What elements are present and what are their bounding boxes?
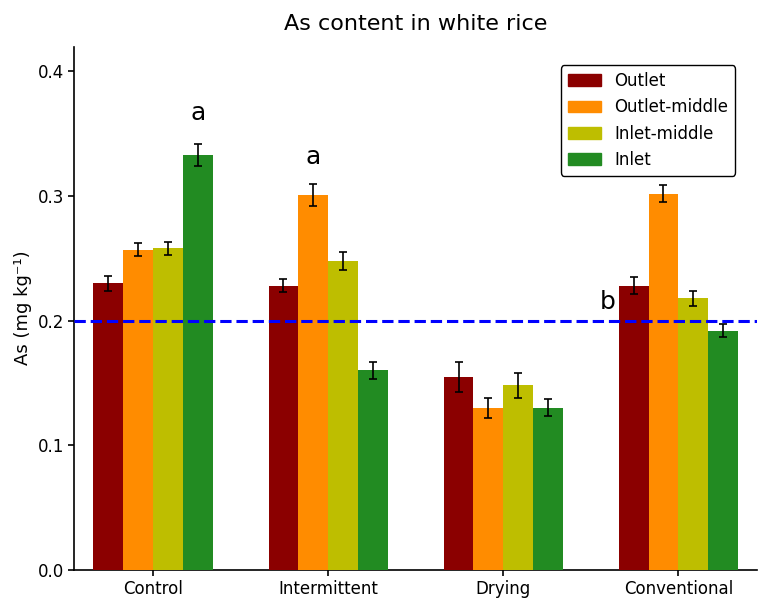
Text: a: a bbox=[305, 144, 321, 169]
Bar bbox=[93, 283, 123, 570]
Bar bbox=[503, 386, 533, 570]
Bar bbox=[648, 193, 678, 570]
Bar bbox=[678, 298, 708, 570]
Bar bbox=[358, 370, 388, 570]
Text: b: b bbox=[600, 290, 615, 315]
Bar bbox=[153, 248, 183, 570]
Title: As content in white rice: As content in white rice bbox=[284, 14, 547, 34]
Text: a: a bbox=[656, 146, 671, 170]
Bar bbox=[533, 408, 563, 570]
Bar bbox=[443, 376, 473, 570]
Bar bbox=[708, 330, 738, 570]
Bar bbox=[268, 286, 298, 570]
Bar bbox=[123, 250, 153, 570]
Bar bbox=[473, 408, 503, 570]
Y-axis label: As (mg kg⁻¹): As (mg kg⁻¹) bbox=[14, 251, 32, 365]
Bar bbox=[298, 195, 328, 570]
Bar bbox=[619, 286, 648, 570]
Legend: Outlet, Outlet-middle, Inlet-middle, Inlet: Outlet, Outlet-middle, Inlet-middle, Inl… bbox=[561, 65, 735, 176]
Bar bbox=[328, 261, 358, 570]
Bar bbox=[183, 155, 213, 570]
Text: a: a bbox=[190, 101, 205, 125]
